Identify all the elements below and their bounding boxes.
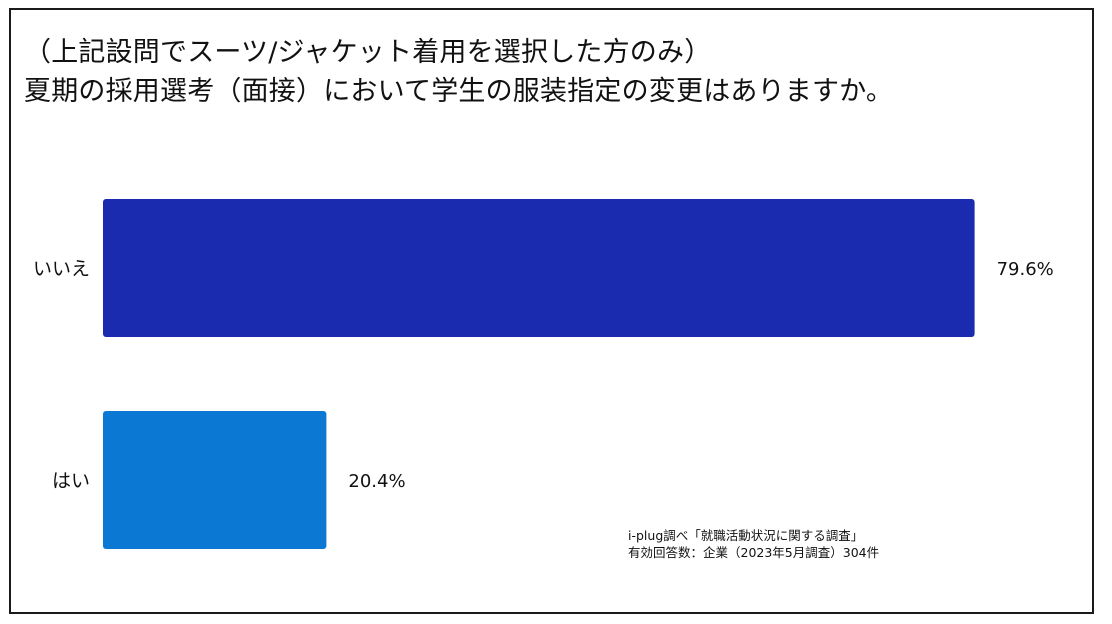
chart-title-line-1: （上記設問でスーツ/ジャケット着用を選択した方のみ） bbox=[24, 37, 712, 68]
value-label-0: 79.6% bbox=[997, 259, 1054, 280]
category-label-0: いいえ bbox=[33, 258, 90, 280]
value-label-1: 20.4% bbox=[348, 471, 405, 492]
chart-title-line-2: 夏期の採用選考（面接）において学生の服装指定の変更はありますか。 bbox=[24, 76, 894, 107]
chart-frame bbox=[9, 8, 1094, 614]
bar-0 bbox=[103, 199, 975, 337]
bar-1 bbox=[103, 411, 327, 549]
bar-group: いいえ 79.6% はい 20.4% bbox=[33, 199, 1054, 549]
source-note: i-plug調べ「就職活動状況に関する調査」 有効回答数：企業（2023年5月調… bbox=[628, 527, 879, 561]
chart-title: （上記設問でスーツ/ジャケット着用を選択した方のみ） 夏期の採用選考（面接）にお… bbox=[24, 33, 893, 111]
category-label-1: はい bbox=[52, 470, 90, 492]
source-line-1: i-plug調べ「就職活動状況に関する調査」 bbox=[628, 528, 864, 543]
source-line-2: 有効回答数：企業（2023年5月調査）304件 bbox=[628, 545, 880, 560]
